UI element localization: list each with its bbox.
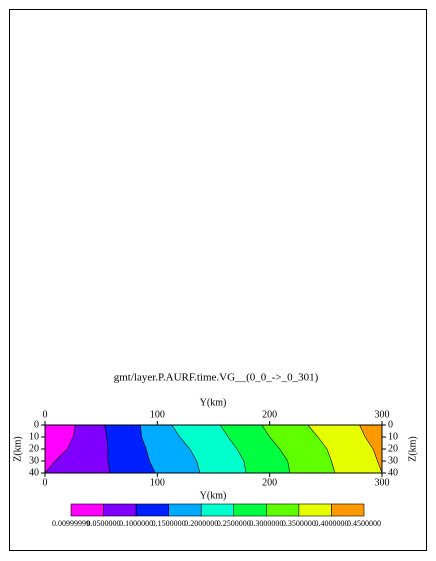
colorbar-label: 0.00999999 bbox=[52, 519, 90, 528]
x-tick-label: 200 bbox=[262, 409, 277, 420]
y-tick-label: 10 bbox=[29, 431, 39, 442]
colorbar-swatch bbox=[70, 503, 104, 517]
y-tick-label: 0 bbox=[34, 419, 39, 430]
colorbar-label: 0.2500000 bbox=[217, 519, 251, 528]
x-tick-label: 0 bbox=[43, 409, 48, 420]
y-axis-label-right: Z(km) bbox=[407, 436, 418, 462]
colorbar-label: 0.0500000 bbox=[87, 519, 121, 528]
contour-line bbox=[140, 424, 156, 474]
x-tick-label: 300 bbox=[375, 409, 390, 420]
colorbar-swatch bbox=[200, 503, 235, 517]
y-tick-label: 40 bbox=[388, 467, 398, 478]
contour-line bbox=[307, 424, 336, 474]
colorbar-swatch bbox=[233, 503, 267, 517]
y-tick-label: 20 bbox=[388, 443, 398, 454]
y-tick-label: 0 bbox=[388, 419, 393, 430]
x-axis-label-top: Y(km) bbox=[200, 397, 227, 408]
y-tick-label: 30 bbox=[388, 455, 398, 466]
colorbar-swatch bbox=[331, 503, 365, 517]
contour-line bbox=[359, 424, 383, 474]
chart-title: gmt/layer.P.AURF.time.VG__(0_0_->_0_301) bbox=[114, 372, 319, 384]
x-axis-label: Y(km) bbox=[200, 490, 227, 501]
y-tick-label: 10 bbox=[388, 431, 398, 442]
x-tick-label: 100 bbox=[150, 477, 165, 488]
colorbar-swatch bbox=[266, 503, 300, 517]
contour-region bbox=[261, 425, 335, 473]
contour-line bbox=[171, 424, 201, 474]
contour-region bbox=[104, 425, 156, 473]
x-tick-label: 0 bbox=[43, 477, 48, 488]
contour-region bbox=[140, 425, 201, 473]
y-tick-label: 20 bbox=[29, 443, 39, 454]
y-tick-label: 30 bbox=[29, 455, 39, 466]
colorbar-label: 0.3000000 bbox=[249, 519, 283, 528]
contour-region bbox=[45, 425, 111, 473]
contour-region bbox=[220, 425, 290, 473]
colorbar-label: 0.1500000 bbox=[152, 519, 186, 528]
x-tick-label: 200 bbox=[262, 477, 277, 488]
frame bbox=[9, 9, 427, 551]
contour-line bbox=[219, 424, 247, 474]
contour-line bbox=[44, 424, 76, 474]
colorbar-swatch bbox=[103, 503, 137, 517]
contour-region bbox=[171, 425, 247, 473]
colorbar-label: 0.3500000 bbox=[282, 519, 316, 528]
colorbar-label: 0.1000000 bbox=[119, 519, 153, 528]
colorbar-label: 0.4500000 bbox=[347, 519, 381, 528]
colorbar-swatch bbox=[298, 503, 332, 517]
x-tick-label: 100 bbox=[150, 409, 165, 420]
contour-line bbox=[104, 424, 111, 474]
contour-region bbox=[45, 425, 76, 473]
contour-region bbox=[307, 425, 382, 473]
y-axis-label: Z(km) bbox=[12, 436, 23, 462]
y-tick-label: 40 bbox=[29, 467, 39, 478]
contour-line bbox=[261, 424, 291, 474]
colorbar-swatch bbox=[168, 503, 202, 517]
colorbar-label: 0.2000000 bbox=[184, 519, 218, 528]
colorbar-label: 0.4000000 bbox=[314, 519, 348, 528]
colorbar-swatch bbox=[135, 503, 169, 517]
x-tick-label: 300 bbox=[375, 477, 390, 488]
